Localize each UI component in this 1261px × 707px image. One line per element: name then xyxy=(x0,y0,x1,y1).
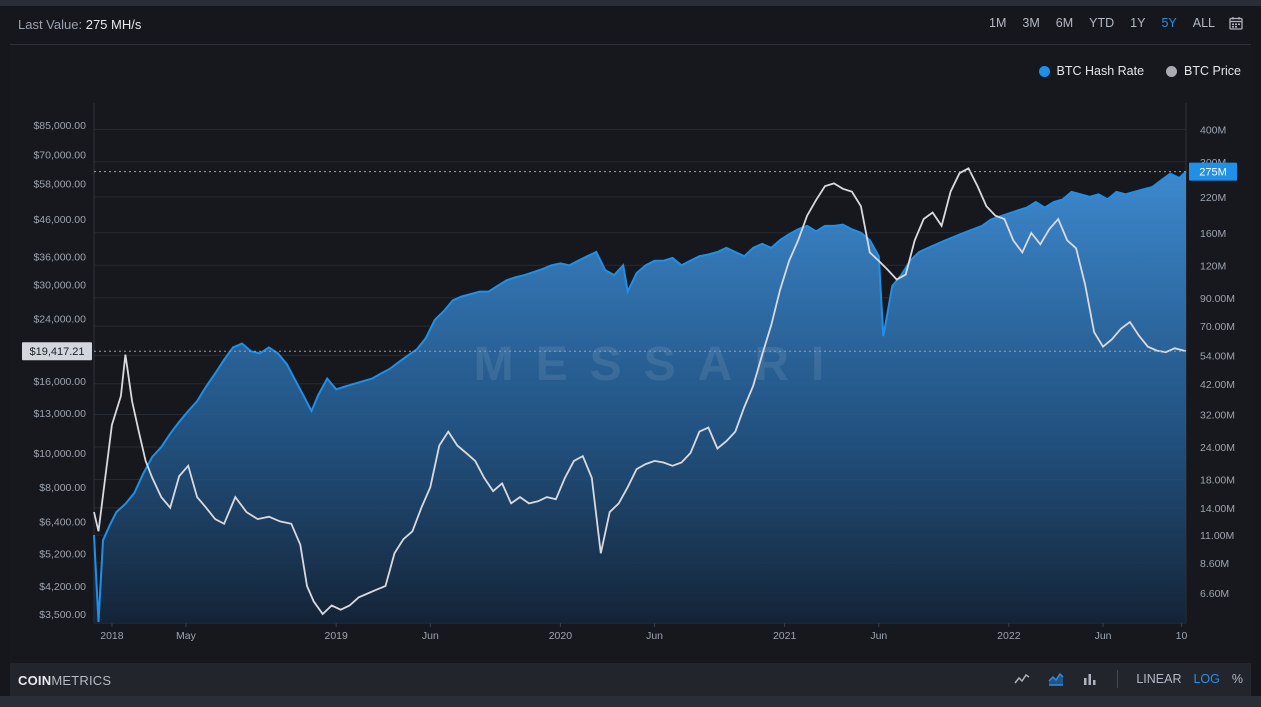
left-tick-label: $4,200.00 xyxy=(39,581,86,593)
brand-bold: COIN xyxy=(18,673,52,688)
x-tick-label: 2018 xyxy=(100,630,124,642)
price-current-label: $19,417.21 xyxy=(29,346,84,358)
x-tick-label: 2021 xyxy=(773,630,797,642)
range-5y-button[interactable]: 5Y xyxy=(1161,16,1177,30)
left-tick-label: $24,000.00 xyxy=(33,314,86,326)
calendar-icon[interactable] xyxy=(1229,16,1243,30)
left-tick-label: $85,000.00 xyxy=(33,120,86,132)
chart-area[interactable]: MESSARI $85,000.00 $70,000.00 $58,000.00 $46… xyxy=(10,45,1251,663)
legend-item-hash-rate[interactable]: BTC Hash Rate xyxy=(1038,64,1145,78)
brand-light: METRICS xyxy=(51,673,112,688)
left-tick-label: $3,500.00 xyxy=(39,609,86,621)
x-tick-label: Jun xyxy=(1095,630,1112,642)
x-tick-label: 2019 xyxy=(324,630,348,642)
top-strip xyxy=(0,0,1261,6)
range-1m-button[interactable]: 1M xyxy=(989,16,1007,30)
legend-dot-price xyxy=(1166,65,1178,77)
x-tick-label: Jun xyxy=(646,630,663,642)
last-value-label: Last Value: xyxy=(18,17,83,32)
hash-rate-price-chart[interactable]: MESSARI $85,000.00 $70,000.00 $58,000.00 $46… xyxy=(10,45,1251,663)
left-tick-label: $36,000.00 xyxy=(33,252,86,264)
range-3m-button[interactable]: 3M xyxy=(1022,16,1040,30)
last-value-amount: 275 MH/s xyxy=(85,17,142,32)
bottom-strip xyxy=(0,696,1261,707)
right-tick-label: 220M xyxy=(1200,192,1226,204)
scale-linear-button[interactable]: LINEAR xyxy=(1136,672,1182,686)
right-tick-label: 18.00M xyxy=(1200,474,1235,486)
right-tick-label: 90.00M xyxy=(1200,293,1235,305)
chart-legend: BTC Hash Rate BTC Price xyxy=(1017,64,1241,78)
left-tick-label: $8,000.00 xyxy=(39,482,86,494)
legend-label-hash-rate: BTC Hash Rate xyxy=(1056,64,1145,78)
chart-tools: LINEAR LOG % xyxy=(997,670,1243,688)
area-chart-icon[interactable] xyxy=(1047,670,1065,688)
range-selector: 1M 3M 6M YTD 1Y 5Y ALL xyxy=(973,16,1243,30)
left-tick-label: $6,400.00 xyxy=(39,516,86,528)
scale-percent-button[interactable]: % xyxy=(1231,672,1243,686)
last-value: Last Value: 275 MH/s xyxy=(18,17,141,32)
hash-current-badge xyxy=(1189,162,1237,181)
range-1y-button[interactable]: 1Y xyxy=(1130,16,1146,30)
x-tick-label: Jun xyxy=(870,630,887,642)
left-tick-label: $16,000.00 xyxy=(33,376,86,388)
legend-label-price: BTC Price xyxy=(1184,64,1241,78)
left-tick-label: $30,000.00 xyxy=(33,280,86,292)
left-tick-label: $10,000.00 xyxy=(33,448,86,460)
x-tick-label: 2022 xyxy=(997,630,1021,642)
left-tick-label: $70,000.00 xyxy=(33,150,86,162)
x-tick-label: May xyxy=(176,630,197,642)
range-ytd-button[interactable]: YTD xyxy=(1089,16,1115,30)
right-tick-label: 32.00M xyxy=(1200,410,1235,422)
messari-watermark: MESSARI xyxy=(474,338,847,391)
right-tick-label: 400M xyxy=(1200,124,1226,136)
right-tick-label: 6.60M xyxy=(1200,588,1229,600)
btc-price-line xyxy=(93,167,1187,616)
right-tick-label: 24.00M xyxy=(1200,442,1235,454)
range-6m-button[interactable]: 6M xyxy=(1055,16,1074,30)
hash-rate-line xyxy=(93,170,1187,622)
left-tick-label: $5,200.00 xyxy=(39,548,86,560)
right-tick-label: 70.00M xyxy=(1200,321,1235,333)
toolbar-separator xyxy=(1117,670,1119,688)
right-tick-label: 42.00M xyxy=(1200,379,1235,391)
right-tick-label: 160M xyxy=(1200,228,1226,240)
bar-chart-icon[interactable] xyxy=(1081,670,1099,688)
legend-item-price[interactable]: BTC Price xyxy=(1166,64,1241,78)
right-tick-label: 120M xyxy=(1200,260,1226,272)
scale-log-button[interactable]: LOG xyxy=(1193,672,1220,686)
right-tick-label: 54.00M xyxy=(1200,350,1235,362)
hash-rate-area xyxy=(94,171,1186,623)
right-tick-label: 8.60M xyxy=(1200,558,1229,570)
legend-dot-hash-rate xyxy=(1038,65,1050,77)
hash-current-label: 275M xyxy=(1199,167,1227,179)
line-chart-icon[interactable] xyxy=(1013,670,1031,688)
right-tick-label: 11.00M xyxy=(1200,530,1234,542)
chart-header: Last Value: 275 MH/s 1M 3M 6M YTD 1Y 5Y … xyxy=(10,6,1251,45)
coinmetrics-logo: COINMETRICS xyxy=(18,673,111,688)
range-all-button[interactable]: ALL xyxy=(1192,16,1215,30)
price-current-badge xyxy=(22,342,92,361)
left-tick-label: $58,000.00 xyxy=(33,178,86,190)
x-tick-label: 10 xyxy=(1176,630,1188,642)
right-tick-label: 14.00M xyxy=(1200,503,1235,515)
left-tick-label: $46,000.00 xyxy=(33,214,86,226)
x-tick-label: 2020 xyxy=(549,630,573,642)
chart-footer: COINMETRICS LINEAR LOG % xyxy=(10,663,1251,696)
left-tick-label: $13,000.00 xyxy=(33,408,86,420)
x-tick-label: Jun xyxy=(422,630,439,642)
